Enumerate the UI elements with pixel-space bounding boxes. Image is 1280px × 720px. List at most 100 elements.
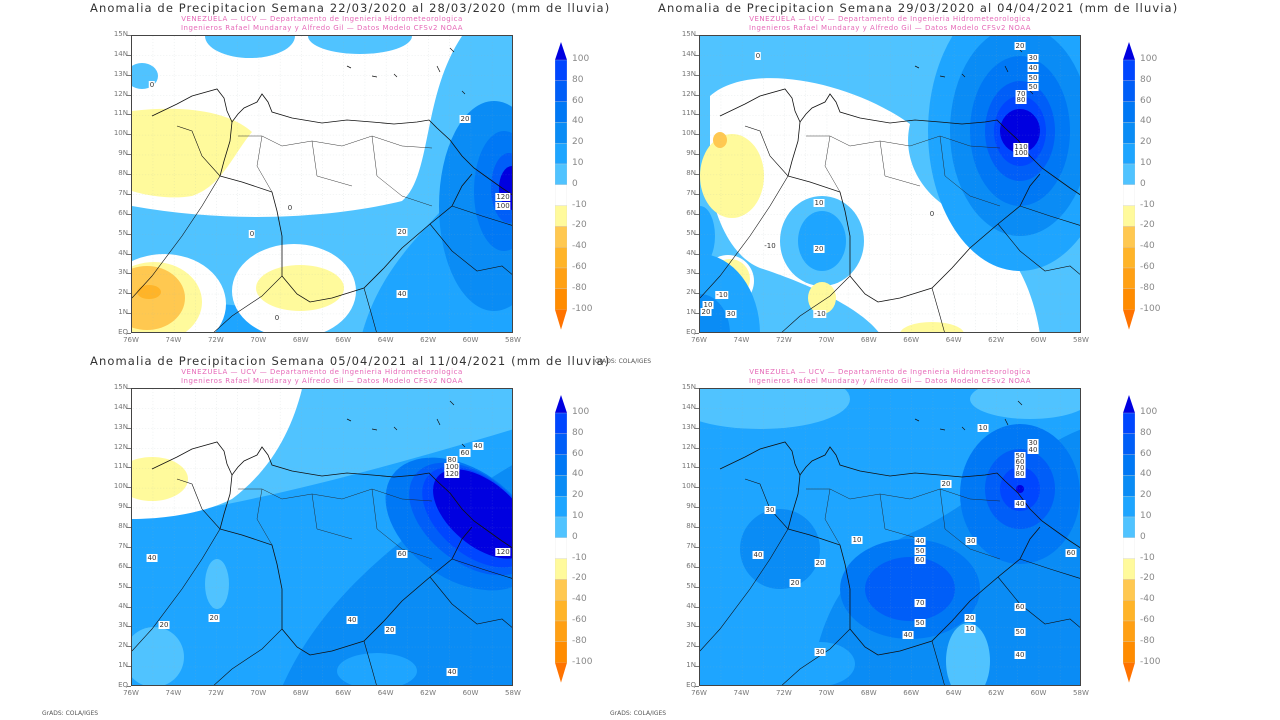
contour-label: 0 — [148, 81, 156, 89]
latitude-label: EQ — [686, 328, 696, 337]
precipitation-anomaly-map — [131, 388, 513, 686]
colorbar-label: -40 — [1140, 594, 1155, 605]
colorbar-label: -10 — [1140, 199, 1155, 210]
latitude-label: 6N — [686, 561, 696, 570]
contour-label: 50 — [1014, 628, 1026, 636]
longitude-label: 68W — [292, 336, 309, 344]
colorbar-label: 0 — [572, 178, 578, 189]
subtitle-line-1: VENEZUELA — UCV — Departamento de Ingeni… — [181, 368, 463, 376]
subtitle-line-2: Ingenieros Rafael Mundaray y Alfredo Gil… — [180, 377, 464, 385]
contour-label: 0 — [928, 210, 936, 218]
axis-tick — [695, 586, 699, 588]
colorbar-label: 40 — [572, 469, 584, 480]
colorbar-segment-m80_m60 — [1123, 620, 1135, 642]
longitude-label: 70W — [250, 689, 267, 697]
contour-label: 30 — [965, 537, 977, 545]
axis-tick — [695, 313, 699, 315]
colorbar-label: -40 — [572, 594, 587, 605]
latitude-label: 3N — [686, 621, 696, 630]
colorbar-label: 100 — [572, 407, 590, 417]
colorbar-label: -20 — [572, 573, 587, 584]
colorbar-label: -100 — [572, 303, 593, 314]
colorbar-segment-40_60 — [1123, 454, 1135, 476]
grads-credit: GrADS: COLA/IGES — [595, 358, 652, 365]
contour-label: 0 — [754, 52, 762, 60]
colorbar-segment-20_40 — [555, 475, 567, 497]
latitude-label: 6N — [686, 208, 696, 217]
latitude-label: 9N — [686, 502, 696, 511]
axis-tick — [127, 253, 131, 255]
colorbar-label: -100 — [572, 656, 593, 667]
axis-tick — [695, 74, 699, 76]
latitude-label: 4N — [118, 601, 128, 610]
contour-label: 20 — [813, 245, 825, 253]
contour-label: 60 — [459, 449, 471, 457]
contour-label: 60 — [396, 550, 408, 558]
axis-tick — [127, 388, 131, 389]
contour-label: 0 — [248, 230, 256, 238]
latitude-label: 7N — [686, 541, 696, 550]
colorbar-segment-60_80 — [1123, 433, 1135, 455]
colorbar-label: -10 — [572, 199, 587, 210]
colorbar-segment-m60_m40 — [555, 600, 567, 622]
axis-tick — [127, 686, 131, 688]
longitude-label: 70W — [818, 689, 835, 697]
axis-tick — [127, 566, 131, 568]
subtitle-line-1: VENEZUELA — UCV — Departamento de Ingeni… — [181, 15, 463, 23]
axis-tick — [695, 546, 699, 548]
axis-tick — [127, 154, 131, 156]
longitude-label: 60W — [1030, 336, 1047, 344]
latitude-label: 13N — [113, 422, 128, 431]
latitude-label: 7N — [118, 188, 128, 197]
longitude-label: 74W — [733, 689, 750, 697]
axis-tick — [695, 35, 699, 36]
axis-tick — [695, 333, 699, 335]
latitude-label: 8N — [686, 522, 696, 531]
panel-title: Anomalia de Precipitacion Semana 29/03/2… — [658, 1, 1179, 15]
colorbar-label: 0 — [1140, 178, 1146, 189]
colorbar-label: 0 — [1140, 531, 1146, 542]
contour-label: 100 — [1013, 149, 1029, 157]
colorbar-segment-40_60 — [555, 101, 567, 123]
colorbar-label: -20 — [1140, 573, 1155, 584]
panel-title: Anomalia de Precipitacion Semana 05/04/2… — [90, 354, 611, 368]
colorbar-label: 20 — [572, 137, 584, 148]
axis-tick — [695, 507, 699, 509]
contour-label: 60 — [1014, 603, 1026, 611]
axis-tick — [695, 114, 699, 116]
contour-label: 30 — [1027, 54, 1039, 62]
contour-label: 80 — [1014, 470, 1026, 478]
contour-label: 120 — [495, 548, 511, 556]
contour-label: 40 — [752, 551, 764, 559]
longitude-label: 62W — [420, 336, 436, 344]
axis-tick — [695, 487, 699, 489]
colorbar-segment-20_40 — [1123, 475, 1135, 497]
longitude-label: 58W — [505, 689, 521, 697]
latitude-label: 12N — [681, 89, 696, 98]
axis-tick — [127, 447, 131, 449]
colorbar-label: 60 — [572, 95, 584, 106]
latitude-label: 15N — [681, 30, 696, 38]
contour-label: 60 — [1065, 549, 1077, 557]
axis-tick — [127, 333, 131, 335]
subtitle-line-2: Ingenieros Rafael Mundaray y Alfredo Gil… — [180, 24, 464, 32]
axis-tick — [127, 666, 131, 668]
colorbar-segment-m100_m80 — [555, 641, 567, 663]
longitude-label: 62W — [988, 689, 1004, 697]
axis-tick — [695, 253, 699, 255]
axis-tick — [695, 646, 699, 648]
longitude-label: 62W — [420, 689, 436, 697]
latitude-label: 5N — [686, 581, 696, 590]
colorbar-segment-m60_m40 — [555, 247, 567, 269]
colorbar-label: -10 — [572, 552, 587, 563]
latitude-label: 10N — [113, 129, 128, 138]
latitude-label: 2N — [686, 641, 696, 650]
latitude-label: 10N — [113, 482, 128, 491]
contour-label: 30 — [814, 648, 826, 656]
axis-tick — [695, 527, 699, 529]
colorbar-segment-gt100 — [1123, 42, 1135, 60]
contour-label: 40 — [902, 631, 914, 639]
contour-label: 120 — [444, 470, 460, 478]
contour-label: 70 — [1015, 90, 1027, 98]
longitude-label: 76W — [123, 336, 139, 344]
